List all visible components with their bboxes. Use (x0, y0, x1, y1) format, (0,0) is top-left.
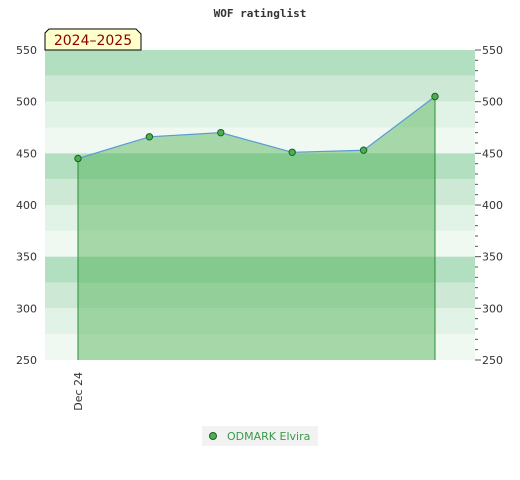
series-line (77, 96, 436, 160)
y-tick-label-right: 350 (482, 251, 503, 264)
axes: 250 250 300 300 350 350 400 400 450 450 500 500 550 5… (16, 44, 503, 411)
data-point (431, 92, 439, 101)
y-tick-label-right: 450 (482, 147, 503, 160)
background-band (45, 127, 475, 154)
data-point (217, 128, 225, 137)
y-tick-label-left: 350 (16, 251, 37, 264)
series-area (78, 96, 435, 360)
data-point (145, 133, 154, 141)
data-point (74, 154, 82, 163)
data-point (359, 146, 368, 154)
y-tick-label-left: 400 (16, 199, 37, 212)
background-band (45, 205, 475, 231)
background-band (45, 50, 475, 76)
legend-marker-icon (209, 432, 217, 440)
y-tick-label-right: 500 (482, 96, 503, 109)
legend: ODMARK Elvira (202, 426, 318, 446)
y-tick-label-left: 250 (16, 354, 37, 367)
background-band (45, 282, 475, 309)
y-tick-label-right: 400 (482, 199, 503, 212)
y-tick-label-left: 300 (16, 302, 37, 315)
data-points (74, 92, 439, 163)
y-tick-label-right: 250 (482, 354, 503, 367)
background-band (45, 256, 475, 283)
background-band (45, 179, 475, 205)
y-tick-label-right: 300 (482, 302, 503, 315)
y-tick-label-left: 500 (16, 96, 37, 109)
legend-label: ODMARK Elvira (227, 429, 311, 443)
area-layer (77, 96, 436, 360)
background-band (45, 334, 475, 360)
background-band (45, 308, 475, 335)
background-band (45, 75, 475, 102)
y-tick-label-left: 450 (16, 147, 37, 160)
y-tick-label-right: 550 (482, 44, 503, 57)
background-bands (45, 50, 475, 360)
background-band (45, 101, 475, 128)
data-point (288, 148, 296, 157)
background-band (45, 230, 475, 257)
x-tick-label: Dec 24 (72, 372, 85, 411)
season-label: 2024–2025 (54, 33, 132, 49)
background-band (45, 153, 475, 180)
season-badge: 2024–2025 (44, 28, 142, 51)
y-tick-label-left: 550 (16, 44, 37, 57)
chart-title: WOF ratinglist (214, 7, 307, 20)
